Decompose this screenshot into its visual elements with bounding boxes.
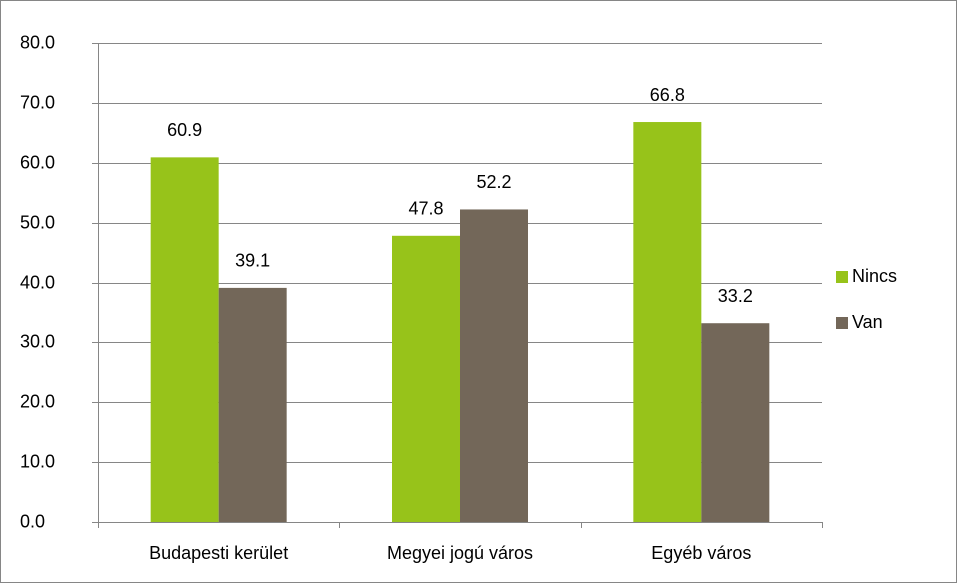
data-label: 66.8 (650, 85, 685, 105)
data-label: 47.8 (408, 199, 443, 219)
data-label: 60.9 (167, 120, 202, 140)
bar (150, 157, 219, 522)
data-label: 39.1 (235, 251, 270, 271)
legend-swatch (836, 271, 848, 283)
y-tick-label: 50.0 (20, 212, 55, 232)
bar (701, 323, 770, 522)
bar (633, 122, 702, 522)
legend-swatch (836, 317, 848, 329)
y-tick-label: 20.0 (20, 391, 55, 411)
y-tick-label: 30.0 (20, 331, 55, 351)
y-tick-label: 70.0 (20, 92, 55, 112)
bar (218, 287, 287, 522)
x-tick-label: Budapesti kerület (149, 543, 288, 563)
x-tick-label: Megyei jogú város (387, 543, 533, 563)
legend-label: Van (852, 312, 883, 332)
legend-label: Nincs (852, 266, 897, 286)
y-tick-label: 60.0 (20, 152, 55, 172)
bar (460, 209, 528, 522)
x-tick-label: Egyéb város (651, 543, 751, 563)
y-tick-label: 80.0 (20, 32, 55, 52)
y-tick-label: 40.0 (20, 272, 55, 292)
data-label: 52.2 (476, 172, 511, 192)
data-label: 33.2 (718, 286, 753, 306)
y-tick-label: 10.0 (20, 451, 55, 471)
bar (392, 235, 460, 523)
y-tick-label: 0.0 (20, 511, 45, 531)
